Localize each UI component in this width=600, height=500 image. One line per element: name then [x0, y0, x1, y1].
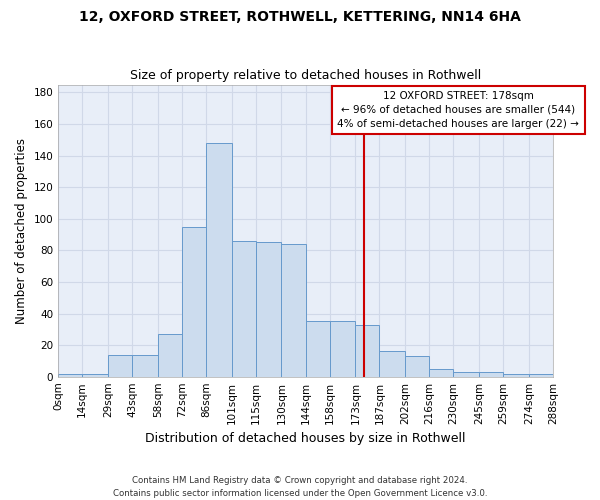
X-axis label: Distribution of detached houses by size in Rothwell: Distribution of detached houses by size … — [145, 432, 466, 445]
Bar — [232, 241, 256, 376]
Bar — [305, 322, 329, 376]
Text: 12, OXFORD STREET, ROTHWELL, KETTERING, NN14 6HA: 12, OXFORD STREET, ROTHWELL, KETTERING, … — [79, 10, 521, 24]
Bar — [58, 374, 82, 376]
Bar — [329, 322, 355, 376]
Bar — [429, 369, 453, 376]
Bar — [256, 242, 281, 376]
Bar — [379, 352, 405, 376]
Bar — [405, 356, 429, 376]
Bar — [503, 374, 529, 376]
Bar — [158, 334, 182, 376]
Y-axis label: Number of detached properties: Number of detached properties — [15, 138, 28, 324]
Bar — [281, 244, 305, 376]
Bar — [132, 354, 158, 376]
Bar — [82, 374, 108, 376]
Text: 12 OXFORD STREET: 178sqm
← 96% of detached houses are smaller (544)
4% of semi-d: 12 OXFORD STREET: 178sqm ← 96% of detach… — [337, 91, 580, 129]
Bar — [355, 324, 379, 376]
Bar — [206, 143, 232, 376]
Bar — [453, 372, 479, 376]
Bar — [479, 372, 503, 376]
Text: Contains HM Land Registry data © Crown copyright and database right 2024.
Contai: Contains HM Land Registry data © Crown c… — [113, 476, 487, 498]
Bar — [182, 226, 206, 376]
Title: Size of property relative to detached houses in Rothwell: Size of property relative to detached ho… — [130, 69, 481, 82]
Bar — [108, 354, 132, 376]
Bar — [529, 374, 553, 376]
